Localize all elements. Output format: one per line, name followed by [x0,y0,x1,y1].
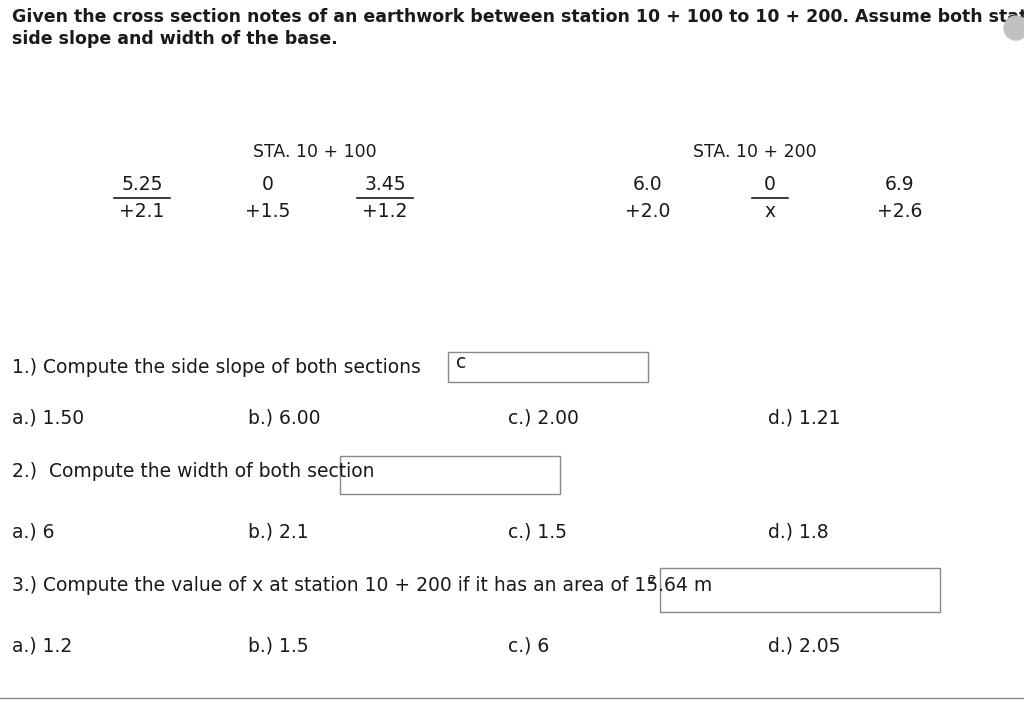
Text: side slope and width of the base.: side slope and width of the base. [12,30,338,48]
Text: 3.45: 3.45 [365,175,406,194]
Text: b.) 1.5: b.) 1.5 [248,636,308,655]
Text: d.) 2.05: d.) 2.05 [768,636,841,655]
Text: 6.9: 6.9 [885,175,914,194]
FancyBboxPatch shape [660,568,940,612]
Text: 0: 0 [764,175,776,194]
Text: +2.0: +2.0 [626,202,671,221]
Text: Given the cross section notes of an earthwork between station 10 + 100 to 10 + 2: Given the cross section notes of an eart… [12,8,1024,26]
Text: +1.2: +1.2 [362,202,408,221]
Text: d.) 1.8: d.) 1.8 [768,522,828,541]
Text: 2.)  Compute the width of both section: 2.) Compute the width of both section [12,462,375,481]
Text: b.) 6.00: b.) 6.00 [248,408,321,427]
Text: a.) 1.2: a.) 1.2 [12,636,73,655]
Text: 2: 2 [648,574,656,587]
Circle shape [1004,16,1024,40]
Text: +2.6: +2.6 [878,202,923,221]
Text: a.) 6: a.) 6 [12,522,54,541]
Text: c.) 2.00: c.) 2.00 [508,408,579,427]
Text: b.) 2.1: b.) 2.1 [248,522,308,541]
Text: x: x [765,202,775,221]
Text: c.) 6: c.) 6 [508,636,549,655]
Text: +1.5: +1.5 [246,202,291,221]
Text: 5.25: 5.25 [121,175,163,194]
Text: +2.1: +2.1 [120,202,165,221]
FancyBboxPatch shape [340,456,560,494]
FancyBboxPatch shape [449,352,648,382]
Text: d.) 1.21: d.) 1.21 [768,408,841,427]
Text: 3.) Compute the value of x at station 10 + 200 if it has an area of 15.64 m: 3.) Compute the value of x at station 10… [12,576,713,595]
Text: 6.0: 6.0 [633,175,663,194]
Text: 1.) Compute the side slope of both sections: 1.) Compute the side slope of both secti… [12,358,421,377]
Text: STA. 10 + 100: STA. 10 + 100 [253,143,377,161]
Text: a.) 1.50: a.) 1.50 [12,408,84,427]
Text: STA. 10 + 200: STA. 10 + 200 [693,143,816,161]
Text: 0: 0 [262,175,274,194]
Text: c.) 1.5: c.) 1.5 [508,522,567,541]
Text: c: c [456,353,466,372]
